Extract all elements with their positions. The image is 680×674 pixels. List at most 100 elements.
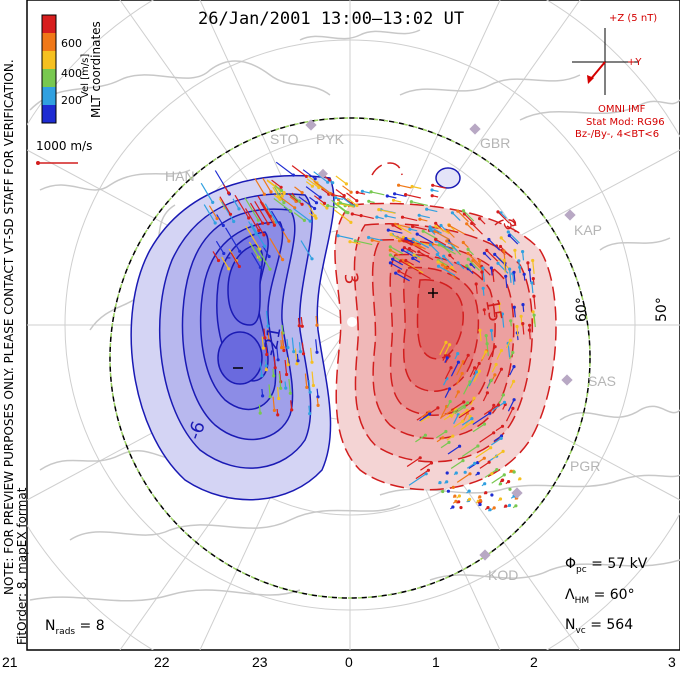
velocity-vector-origin: [302, 218, 306, 222]
velocity-vector: [221, 256, 230, 270]
velocity-vector-origin: [468, 380, 472, 384]
velocity-vector-origin: [434, 224, 438, 228]
velocity-vector: [412, 225, 427, 231]
velocity-vector: [385, 215, 396, 219]
velocity-vector-origin: [442, 254, 446, 258]
velocity-vector-origin: [367, 235, 371, 240]
velocity-vector: [331, 199, 349, 214]
mlt-tick-3: 3: [668, 654, 676, 670]
velocity-vector-origin: [296, 359, 300, 363]
velocity-vector-origin: [290, 408, 294, 412]
velocity-vector-origin: [490, 472, 494, 476]
colorbar-segment: [42, 51, 56, 70]
velocity-vector-origin: [500, 312, 504, 316]
velocity-vector-origin: [500, 478, 504, 483]
velocity-vector: [290, 400, 293, 410]
velocity-vector-origin: [472, 396, 476, 400]
velocity-vector: [277, 387, 280, 399]
velocity-vector: [390, 249, 401, 257]
velocity-vector: [505, 276, 508, 288]
velocity-vector-origin: [482, 251, 486, 255]
velocity-vector-origin: [481, 266, 485, 270]
velocity-vector-origin: [443, 353, 448, 358]
velocity-vector-origin: [489, 378, 493, 382]
velocity-vector-origin: [456, 360, 460, 364]
velocity-vector-origin: [258, 265, 262, 269]
velocity-vector-origin: [476, 471, 480, 475]
velocity-vector: [463, 210, 475, 222]
velocity-vector-origin: [499, 434, 504, 438]
velocity-vector: [304, 373, 308, 388]
velocity-vector-origin: [300, 202, 304, 206]
velocity-vector-origin: [304, 174, 308, 178]
mlt-tick-21: 21: [2, 654, 18, 670]
velocity-vector-origin: [501, 449, 505, 453]
velocity-vector: [275, 161, 294, 176]
velocity-vector: [279, 371, 282, 382]
velocity-vector-origin: [410, 184, 414, 189]
velocity-vector-origin: [415, 232, 419, 236]
velocity-vector: [462, 355, 469, 366]
velocity-vector-origin: [500, 424, 505, 428]
velocity-vector-origin: [448, 399, 452, 404]
velocity-vector-origin: [426, 468, 430, 472]
velocity-vector-origin: [400, 248, 405, 252]
velocity-vector-origin: [439, 223, 443, 228]
velocity-vector-origin: [227, 267, 231, 271]
velocity-vector-origin: [441, 489, 445, 494]
velocity-vector-origin: [530, 281, 534, 285]
velocity-vector-origin: [326, 204, 330, 208]
velocity-vector-origin: [397, 183, 401, 187]
velocity-vector-origin: [482, 422, 487, 426]
colorbar-tick-400: 400: [61, 67, 82, 80]
velocity-vector-origin: [428, 225, 432, 229]
velocity-vector: [203, 204, 216, 224]
velocity-vector-origin: [513, 248, 517, 252]
site-label-kod: KOD: [488, 567, 519, 583]
velocity-vector-origin: [400, 215, 405, 219]
velocity-vector: [479, 330, 482, 342]
velocity-vector-origin: [482, 456, 486, 460]
velocity-vector-origin: [494, 362, 498, 367]
velocity-vector: [533, 315, 536, 328]
velocity-vector-origin: [485, 391, 489, 395]
velocity-vector: [390, 233, 401, 241]
velocity-vector: [250, 243, 261, 261]
velocity-vector: [497, 211, 510, 224]
velocity-vector: [267, 328, 270, 341]
velocity-vector: [426, 208, 438, 213]
velocity-vector-origin: [457, 494, 461, 498]
vector-count: Nvc = 564: [565, 617, 634, 636]
velocity-vector-origin: [256, 218, 260, 222]
velocity-vector-origin: [385, 194, 389, 198]
velocity-vector: [448, 242, 458, 252]
velocity-vector: [447, 445, 460, 455]
velocity-vector: [468, 371, 478, 387]
velocity-vector-origin: [211, 200, 215, 204]
velocity-vector: [490, 330, 493, 341]
velocity-vector-origin: [451, 485, 455, 489]
velocity-vector-origin: [512, 270, 516, 274]
velocity-vector-origin: [532, 294, 536, 298]
velocity-vector-origin: [487, 460, 491, 464]
velocity-reference-label: 1000 m/s: [36, 139, 93, 153]
velocity-vector-origin: [456, 352, 460, 356]
velocity-vector-origin: [493, 252, 497, 256]
velocity-vector-origin: [279, 185, 283, 189]
velocity-vector-origin: [268, 395, 272, 399]
velocity-vector: [272, 396, 275, 411]
velocity-vector: [469, 367, 476, 378]
velocity-vector: [349, 241, 361, 245]
velocity-vector: [475, 283, 478, 294]
velocity-vector: [250, 223, 266, 247]
velocity-vector-origin: [445, 480, 449, 484]
velocity-vector: [533, 296, 536, 310]
velocity-vector-origin: [331, 193, 335, 197]
velocity-vector-origin: [261, 346, 265, 350]
velocity-vector-origin: [493, 345, 497, 349]
velocity-vector: [498, 303, 502, 317]
velocity-vector: [458, 408, 474, 419]
velocity-vector: [438, 259, 449, 267]
velocity-vector-origin: [445, 356, 449, 360]
velocity-vector-origin: [458, 444, 462, 448]
